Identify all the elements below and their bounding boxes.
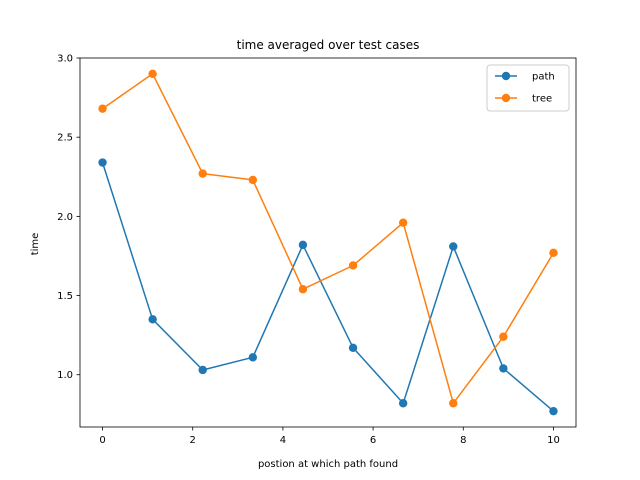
legend-marker-tree <box>501 93 511 103</box>
data-point-path <box>198 365 207 375</box>
legend-box <box>486 64 570 112</box>
x-tick-label: 6 <box>370 435 376 446</box>
x-tick-label: 4 <box>280 435 286 446</box>
y-axis-label: time <box>30 233 41 256</box>
y-tick-label: 1.0 <box>57 370 73 381</box>
legend-label-path: path <box>532 72 555 83</box>
series-line-tree <box>102 73 555 404</box>
data-point-path <box>298 240 308 250</box>
legend: path tree <box>486 64 570 112</box>
y-tick-label: 2.0 <box>57 212 73 223</box>
x-tick-label: 10 <box>547 435 560 446</box>
data-point-path <box>248 353 258 362</box>
data-point-tree <box>248 175 258 185</box>
data-point-path <box>148 315 157 324</box>
data-point-path <box>549 406 558 416</box>
y-tick-label: 2.5 <box>57 133 73 144</box>
data-point-tree <box>348 261 358 270</box>
series-line-path <box>101 162 554 412</box>
data-point-path <box>348 343 358 353</box>
chart-title: time averaged over test cases <box>237 38 420 52</box>
x-axis-label: postion at which path found <box>258 459 398 470</box>
data-point-tree <box>449 399 458 408</box>
y-tick-label: 3.0 <box>57 54 73 65</box>
data-point-tree <box>298 285 308 294</box>
data-point-path <box>449 242 458 251</box>
data-point-tree <box>198 169 207 178</box>
y-tick-label: 1.5 <box>57 291 73 302</box>
axes-frame <box>79 57 577 428</box>
legend-marker-path <box>501 71 511 81</box>
data-point-tree <box>499 332 508 341</box>
legend-label-tree: tree <box>532 94 552 105</box>
x-tick-label: 2 <box>190 435 196 446</box>
data-point-path <box>398 399 408 408</box>
data-point-path <box>98 158 107 167</box>
data-point-tree <box>98 104 107 113</box>
data-point-path <box>499 364 508 373</box>
x-tick-label: 8 <box>460 435 466 446</box>
data-point-tree <box>398 218 408 227</box>
data-point-tree <box>549 248 558 257</box>
data-point-tree <box>148 69 157 79</box>
x-tick-label: 0 <box>99 435 105 446</box>
